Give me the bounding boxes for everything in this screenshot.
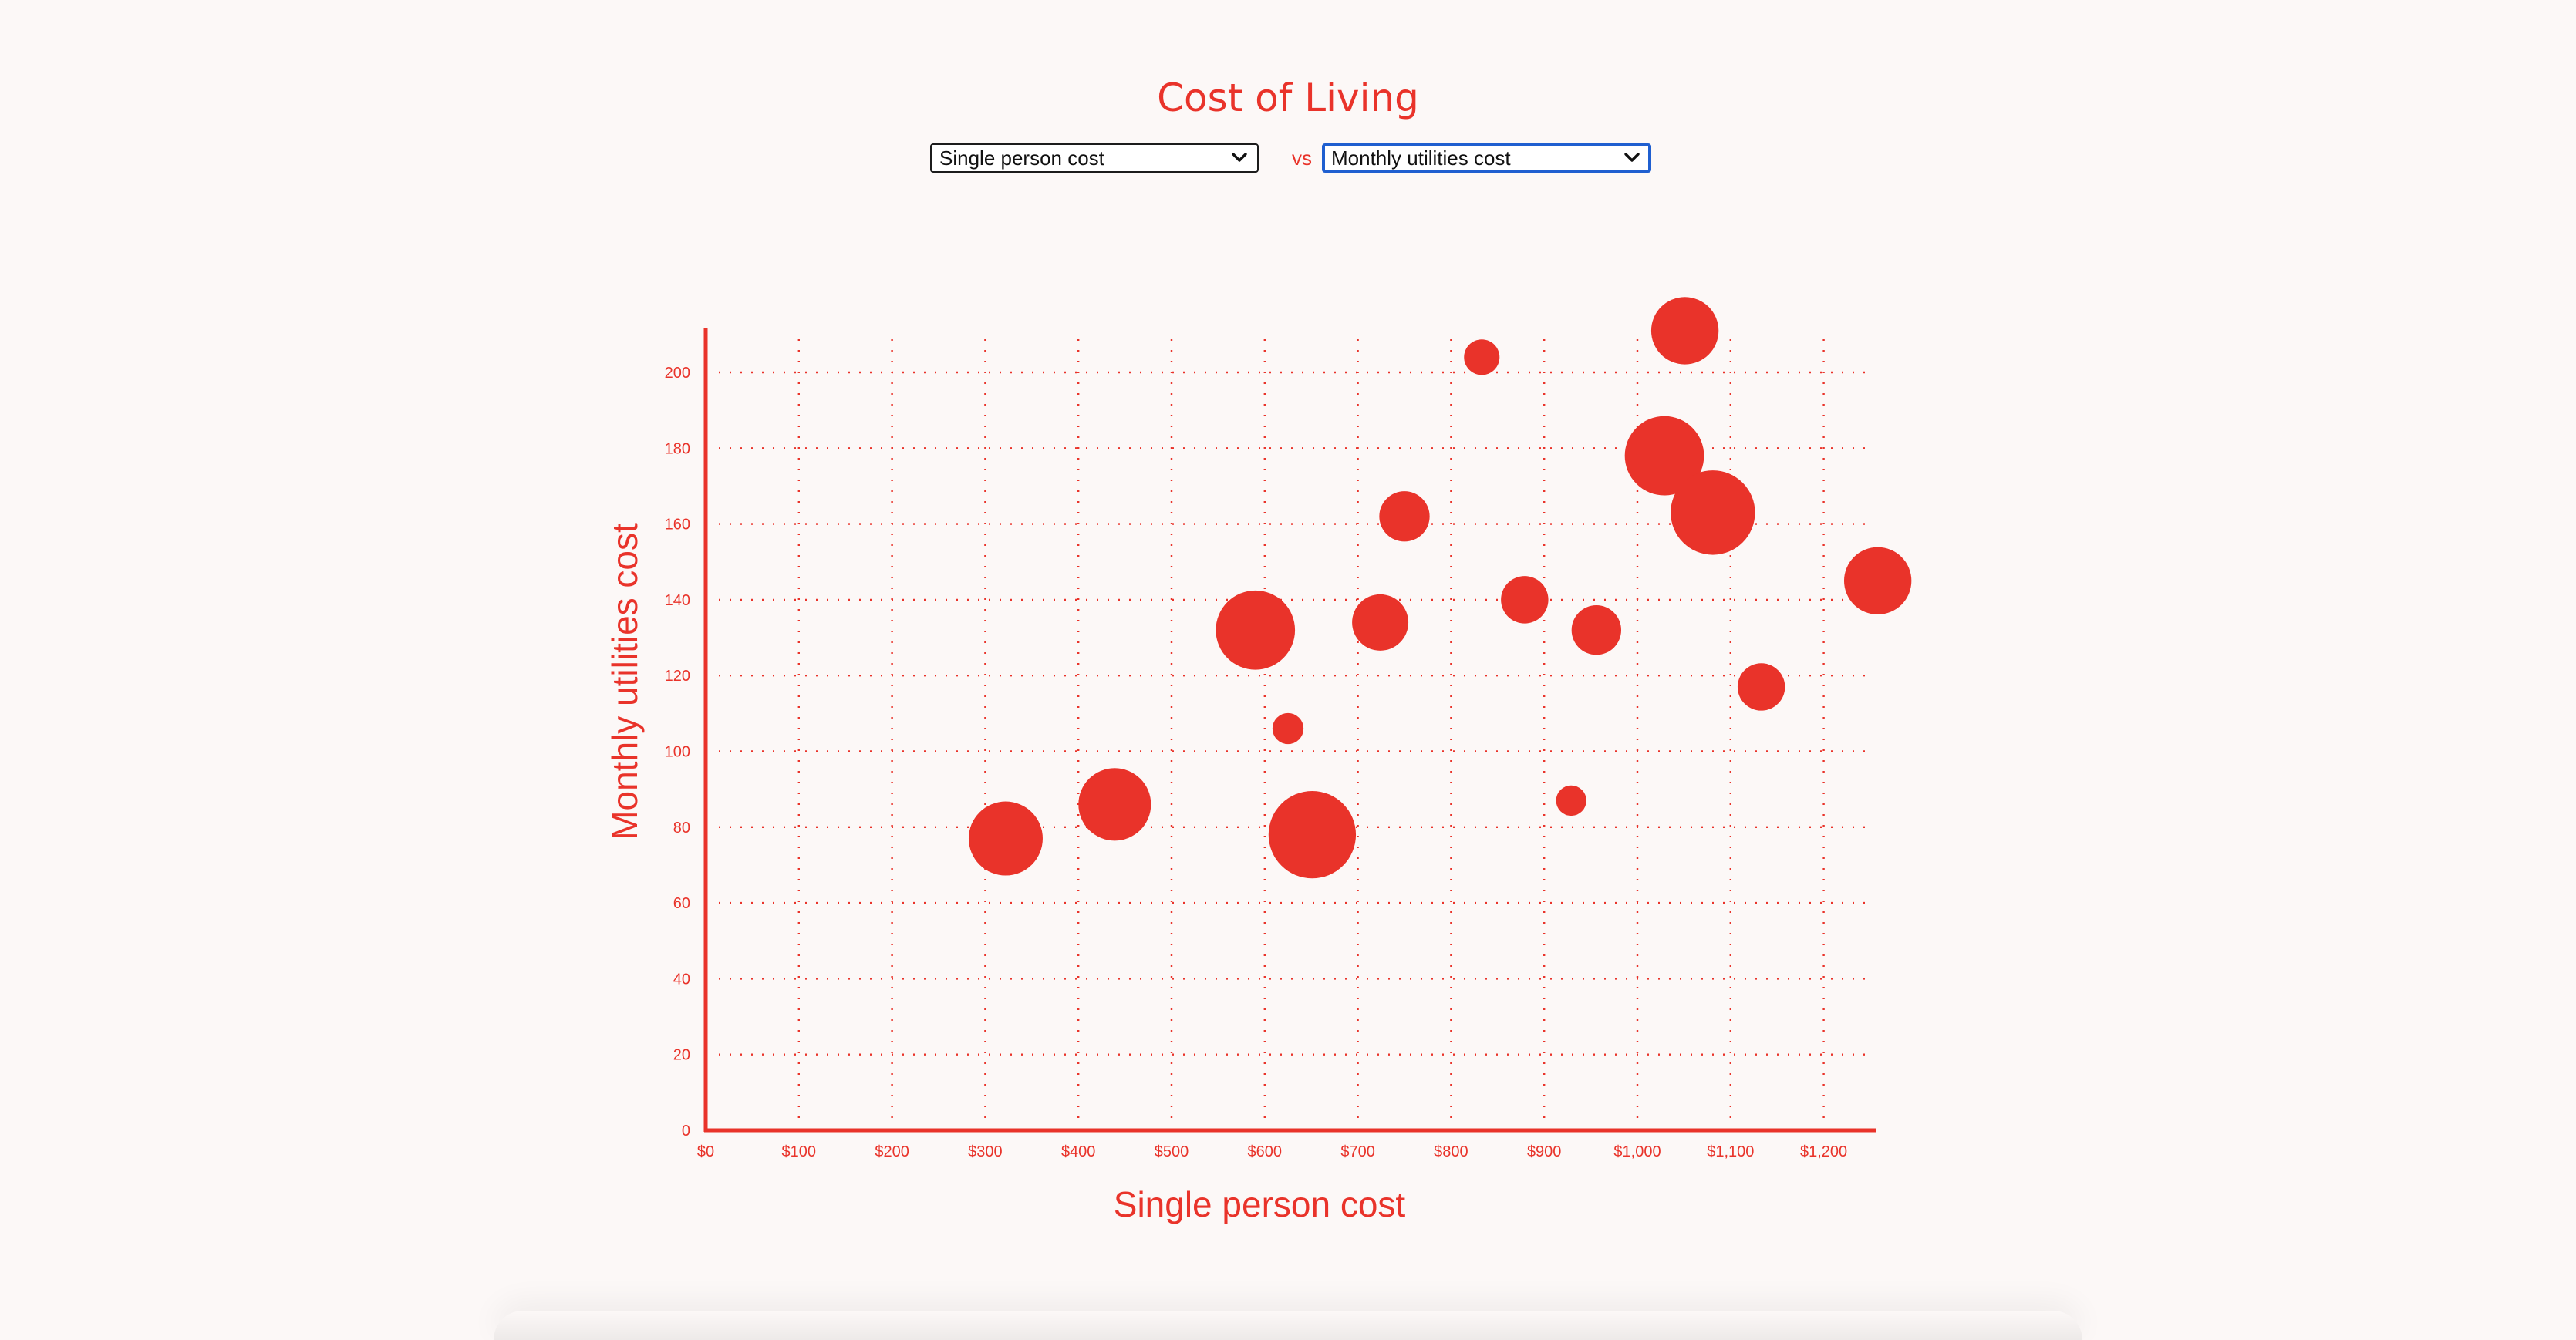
data-point — [1556, 785, 1586, 816]
y-tick-label: 80 — [673, 820, 690, 837]
data-point — [1501, 576, 1549, 624]
data-point — [1268, 790, 1357, 879]
data-point — [1843, 547, 1912, 615]
x-axis-select-value: Single person cost — [939, 146, 1104, 170]
y-tick-label: 120 — [665, 668, 690, 685]
x-tick-label: $900 — [1527, 1143, 1562, 1160]
x-axis-select[interactable]: Single person cost — [930, 143, 1259, 173]
chart-tick-labels: 0 20 40 60 80 100 120 140 160 180 200 $0 $100 $200 $30… — [665, 365, 1848, 1160]
x-tick-label: $1,200 — [1800, 1143, 1847, 1160]
chevron-down-icon — [1232, 153, 1247, 162]
x-tick-label: $400 — [1061, 1143, 1096, 1160]
x-tick-label: $500 — [1155, 1143, 1189, 1160]
x-tick-label: $100 — [782, 1143, 817, 1160]
y-tick-label: 20 — [673, 1047, 690, 1064]
y-axis-label: Monthly utilities cost — [605, 523, 645, 840]
data-point — [1571, 605, 1622, 655]
bottom-panel-edge — [494, 1311, 2082, 1340]
data-point — [1078, 768, 1151, 841]
chart-grid — [719, 339, 1866, 1126]
data-point — [1624, 416, 1704, 496]
y-axis-select-value: Monthly utilities cost — [1331, 146, 1511, 170]
data-point — [1650, 297, 1719, 365]
data-point — [1216, 590, 1296, 670]
y-tick-label: 180 — [665, 440, 690, 457]
y-tick-label: 140 — [665, 592, 690, 609]
y-tick-label: 160 — [665, 517, 690, 534]
data-point — [1464, 339, 1500, 375]
x-tick-label: $600 — [1248, 1143, 1283, 1160]
x-tick-label: $200 — [875, 1143, 909, 1160]
chart-points — [968, 297, 1912, 879]
x-tick-label: $300 — [968, 1143, 1003, 1160]
y-tick-label: 40 — [673, 971, 690, 988]
chart-axis-labels: Single person cost Monthly utilities cos… — [605, 523, 1405, 1224]
x-tick-label: $1,000 — [1613, 1143, 1661, 1160]
x-axis-label: Single person cost — [1114, 1184, 1406, 1224]
x-tick-label: $1,100 — [1707, 1143, 1754, 1160]
y-axis-select[interactable]: Monthly utilities cost — [1322, 143, 1651, 173]
chevron-down-icon — [1624, 153, 1640, 162]
data-point — [1379, 491, 1430, 542]
data-point — [1671, 470, 1755, 555]
y-tick-label: 60 — [673, 895, 690, 912]
x-tick-label: $0 — [697, 1143, 714, 1160]
page-title: Cost of Living — [1157, 76, 1419, 120]
data-point — [1737, 663, 1785, 711]
x-tick-label: $700 — [1340, 1143, 1375, 1160]
x-tick-label: $800 — [1434, 1143, 1468, 1160]
y-tick-label: 100 — [665, 744, 690, 761]
axis-controls: Single person cost vs Monthly utilities … — [930, 143, 2423, 174]
y-tick-label: 0 — [682, 1123, 690, 1140]
chart-axes — [703, 328, 1876, 1133]
y-tick-label: 200 — [665, 365, 690, 382]
data-point — [1272, 712, 1304, 745]
data-point — [968, 801, 1043, 876]
vs-label: vs — [1292, 146, 1312, 170]
data-point — [1352, 594, 1409, 651]
